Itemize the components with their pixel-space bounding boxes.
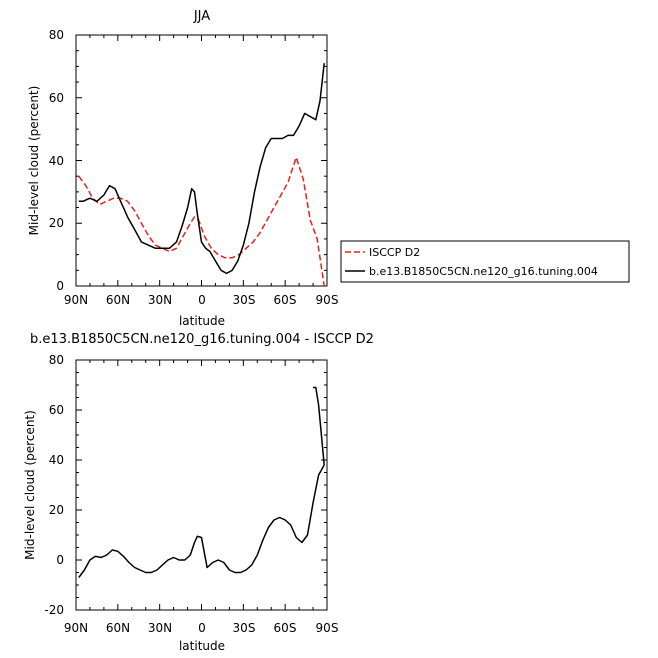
panel-1-x-axis-label: latitude [179,314,225,328]
panel-2-x-axis-label: latitude [179,639,225,653]
panel-2-series-lines [78,386,325,578]
panel-1-series-line-0 [78,156,325,287]
panel-1-plot-frame [75,34,328,287]
panel-1-xtick-labels: 90N 60N 30N 0 30S 60S 90S [64,293,339,307]
panel-1-xtick-label: 30S [233,293,256,307]
panel-1-xtick-label: 30N [148,293,172,307]
panel-1-series-lines [78,63,325,287]
panel-2-ytick-label: 40 [49,453,64,467]
panel-1-y-axis-label: Mid-level cloud (percent) [27,86,41,236]
panel-2-tick-marks [75,359,328,611]
panel-2-plot-frame [75,359,328,611]
panel-2-ytick-label: -20 [44,603,64,617]
legend-box [340,240,630,283]
panel-2-series-line-1 [313,386,325,466]
panel-2-ytick-label: 20 [49,503,64,517]
panel-1-title: JJA [193,9,210,24]
panel-2-xtick-label: 60N [106,621,130,635]
panel-2-ytick-labels: -20 0 20 40 60 80 [44,353,64,617]
panel-1-tick-marks [75,34,328,287]
panel-2-ytick-label: 0 [56,553,64,567]
panel-2-xtick-labels: 90N 60N 30N 0 30S 60S 90S [64,621,339,635]
panel-2-xtick-label: 90S [316,621,339,635]
panel-2-xtick-label: 60S [274,621,297,635]
panel-1-ytick-label: 20 [49,216,64,230]
panel-2-title: b.e13.B1850C5CN.ne120_g16.tuning.004 - I… [30,332,374,347]
panel-1-ytick-label: 80 [49,28,64,42]
panel-1-xtick-label: 0 [198,293,206,307]
panel-2-series-line-0 [78,464,325,578]
panel-1-xtick-label: 60S [274,293,297,307]
panel-1-xtick-label: 60N [106,293,130,307]
panel-2-ytick-label: 80 [49,353,64,367]
panel-2-y-axis-label: Mid-level cloud (percent) [23,410,37,560]
legend: ISCCP D2 b.e13.B1850C5CN.ne120_g16.tunin… [340,240,630,283]
panel-2: b.e13.B1850C5CN.ne120_g16.tuning.004 - I… [23,332,374,653]
panel-1-ytick-labels: 0 20 40 60 80 [49,28,64,293]
panel-1-xtick-label: 90S [316,293,339,307]
panel-2-xtick-label: 0 [198,621,206,635]
panel-1-ytick-label: 40 [49,154,64,168]
panel-1-series-line-1 [78,63,325,275]
legend-label-model: b.e13.B1850C5CN.ne120_g16.tuning.004 [369,265,598,278]
legend-label-isccp: ISCCP D2 [369,246,420,259]
panel-1-ytick-label: 0 [56,279,64,293]
panel-2-xtick-label: 30S [233,621,256,635]
panel-2-xtick-label: 30N [148,621,172,635]
panel-1-xtick-label: 90N [64,293,88,307]
panel-2-xtick-label: 90N [64,621,88,635]
panel-1: JJA 90N 60N 30N 0 30S 60S 90S 0 20 40 60… [27,9,338,328]
panel-2-ytick-label: 60 [49,403,64,417]
panel-1-ytick-label: 60 [49,91,64,105]
